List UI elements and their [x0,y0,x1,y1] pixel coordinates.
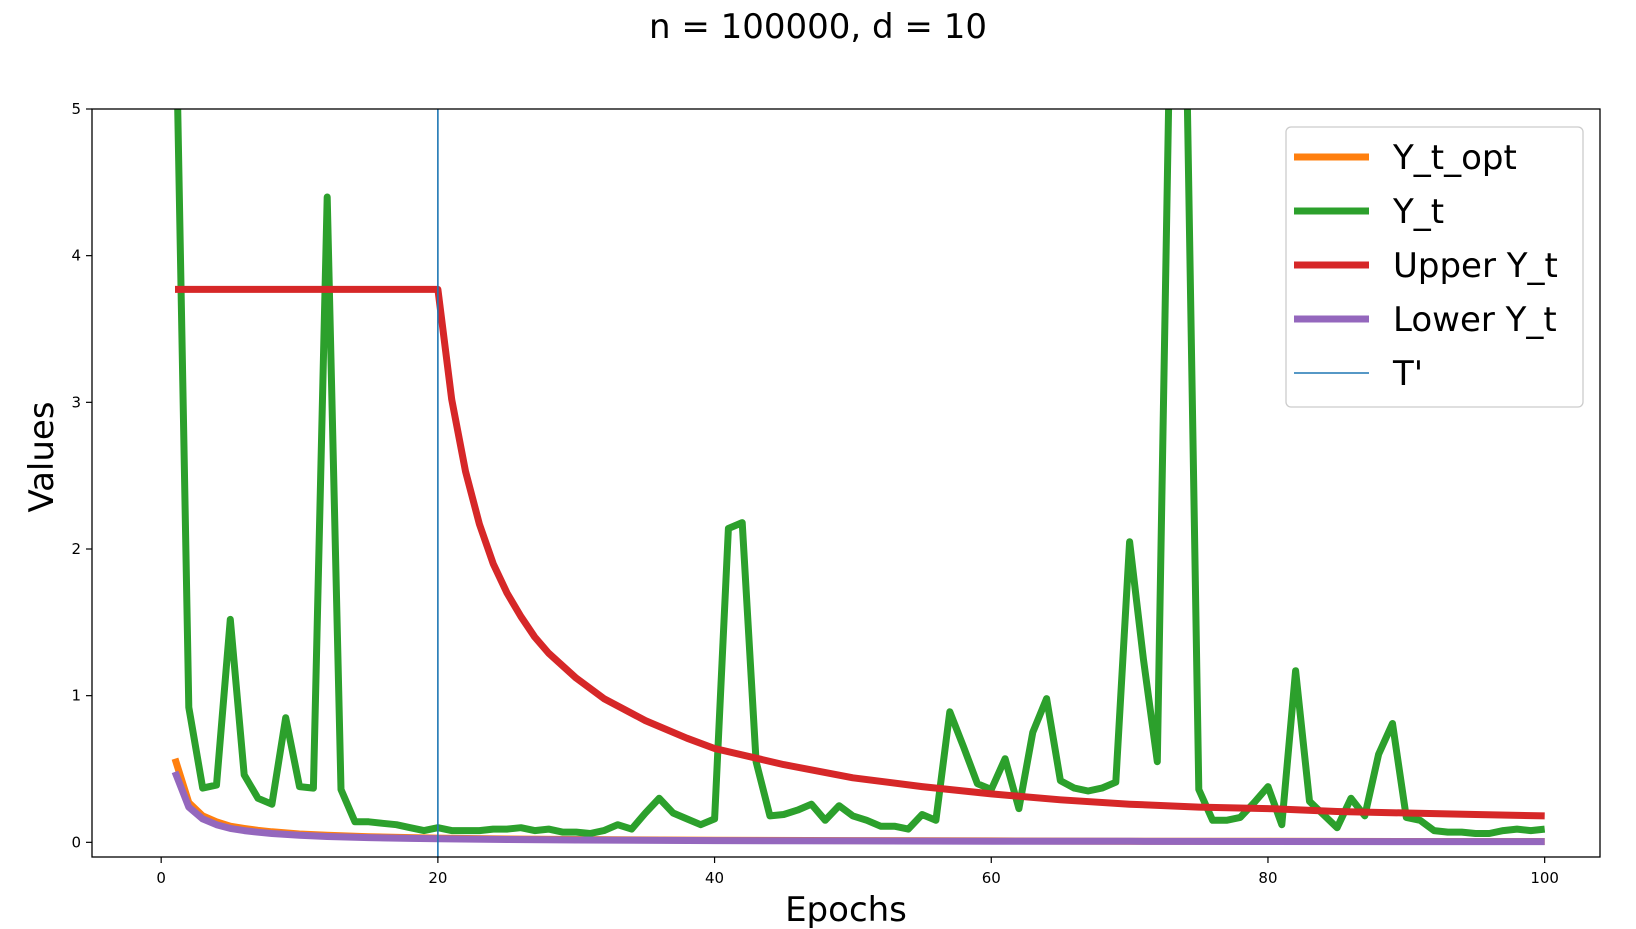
chart-title: n = 100000, d = 10 [649,7,987,47]
legend-label: Y_t [1392,192,1444,232]
series-line-upper-y-t [175,285,1545,820]
legend-entry-t: T' [1294,354,1423,394]
series-line-lower-y-t [171,770,1545,846]
legend-label: Lower Y_t [1393,300,1557,340]
legend-label: Upper Y_t [1393,246,1558,286]
y-axis-ticks: 0 1 2 3 4 5 [71,100,92,851]
y-tick-label: 5 [71,100,81,118]
series-line-y-t [174,109,1546,837]
plot-frame [91,108,1601,858]
legend-box [1285,126,1584,408]
legend-entry-lower-y-t: Lower Y_t [1294,300,1557,340]
y-tick-label: 2 [71,540,81,558]
series-layer [171,109,1546,857]
x-tick-label: 60 [982,869,1001,887]
legend-entry-y-t-opt: Y_t_opt [1294,138,1517,178]
y-tick-label: 3 [71,393,81,411]
y-axis-title: Values [22,401,62,512]
legend: Y_t_opt Y_t Upper Y_t Lower Y_t T' [1285,126,1584,408]
x-axis-title: Epochs [785,890,907,929]
legend-label: T' [1392,354,1423,394]
legend-label: Y_t_opt [1392,138,1517,178]
x-tick-label: 0 [156,869,166,887]
y-tick-label: 4 [71,247,81,265]
y-tick-label: 0 [71,833,81,851]
legend-entry-y-t: Y_t [1294,192,1444,232]
x-tick-label: 80 [1258,869,1277,887]
x-axis-ticks: 0 20 40 60 80 100 [156,857,1559,887]
x-tick-label: 40 [705,869,724,887]
legend-entry-upper-y-t: Upper Y_t [1294,246,1558,286]
x-tick-label: 100 [1530,869,1559,887]
x-tick-label: 20 [428,869,447,887]
y-tick-label: 1 [71,687,81,705]
